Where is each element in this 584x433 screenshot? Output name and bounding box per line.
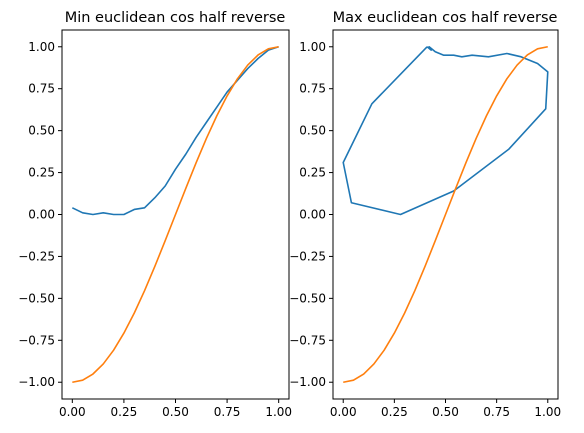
left-y-tick-label: −0.75 [18, 333, 55, 347]
left-x-tick-label: 1.00 [265, 405, 292, 419]
left-subplot-ticks: 0.00 0.25 0.50 0.75 1.00 1.00 0.75 0.50 0.25 0.00… [18, 40, 292, 419]
right-y-tick-label: −0.50 [289, 291, 326, 305]
right-y-tick-label: −0.75 [289, 333, 326, 347]
right-y-tick-label: 0.75 [299, 82, 326, 96]
left-y-tick-label: −1.00 [18, 375, 55, 389]
left-x-tick-label: 0.50 [162, 405, 189, 419]
right-subplot-series [342, 45, 549, 384]
right-x-tick-label: 0.75 [483, 405, 510, 419]
left-y-tick-label: 0.00 [28, 208, 55, 222]
right-x-tick-label: 0.50 [432, 405, 459, 419]
left-subplot: Min euclidean cos half reverse 0.00 0.25 0… [18, 10, 292, 419]
left-subplot-frame [61, 29, 290, 400]
right-x-tick-label: 0.00 [330, 405, 357, 419]
right-x-tick-label: 1.00 [534, 405, 561, 419]
left-subplot-series [71, 45, 279, 384]
right-y-tick-label: 0.50 [299, 124, 326, 138]
left-y-tick-label: 0.75 [28, 82, 55, 96]
right-x-tick-label: 0.25 [381, 405, 408, 419]
right-subplot-ticks: 0.00 0.25 0.50 0.75 1.00 1.00 0.75 0.50 0.25 0.00… [289, 40, 561, 419]
left-x-tick-label: 0.75 [214, 405, 241, 419]
left-y-tick-label: −0.50 [18, 291, 55, 305]
left-x-tick-label: 0.25 [111, 405, 138, 419]
right-y-tick-label: −1.00 [289, 375, 326, 389]
left-x-tick-label: 0.00 [59, 405, 86, 419]
right-y-tick-label: 0.25 [299, 166, 326, 180]
right-subplot: Max euclidean cos half reverse 0.00 0.25 0… [289, 10, 561, 419]
right-subplot-frame [332, 29, 559, 400]
left-series-1-line [71, 46, 279, 216]
left-y-tick-label: 0.25 [28, 166, 55, 180]
right-y-tick-label: 0.00 [299, 208, 326, 222]
right-series-1-line [342, 45, 549, 216]
left-series-2-line [72, 45, 279, 384]
right-y-tick-label: −0.25 [289, 249, 326, 263]
right-y-tick-label: 1.00 [299, 40, 326, 54]
left-y-tick-label: 1.00 [28, 40, 55, 54]
right-series-2-line [343, 45, 548, 384]
right-subplot-title: Max euclidean cos half reverse [333, 10, 558, 26]
left-y-tick-label: −0.25 [18, 249, 55, 263]
left-y-tick-label: 0.50 [28, 124, 55, 138]
left-subplot-title: Min euclidean cos half reverse [65, 10, 286, 26]
